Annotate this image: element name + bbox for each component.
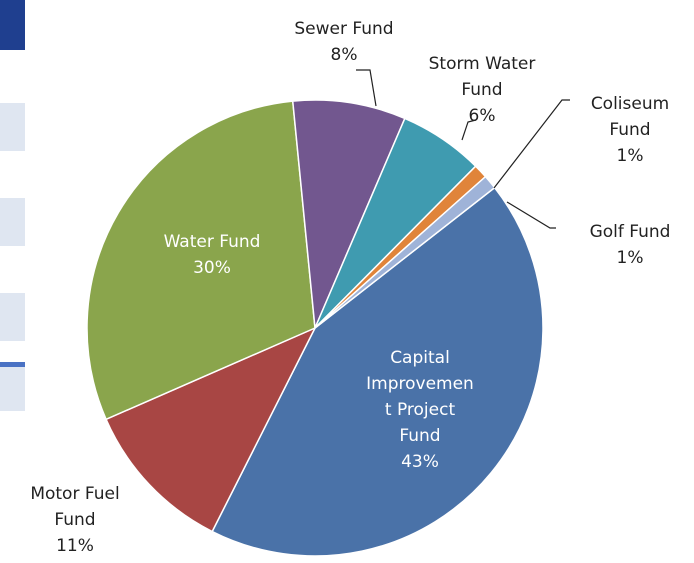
data-label: Coliseum Fund 1% <box>580 91 680 169</box>
data-label: Water Fund 30% <box>152 229 272 281</box>
label-value: 43% <box>401 452 439 472</box>
data-label: Storm Water Fund 6% <box>422 51 542 129</box>
label-name: Golf Fund <box>589 222 671 242</box>
label-value: 6% <box>468 106 496 126</box>
side-panel <box>0 367 25 411</box>
data-label: Golf Fund 1% <box>580 219 680 271</box>
data-label: Capital Improvement Project Fund 43% <box>365 345 475 475</box>
pie-slice <box>291 99 406 329</box>
leader-line <box>493 99 570 189</box>
leader-line <box>356 69 377 107</box>
label-name: Water Fund <box>163 232 261 252</box>
side-panel <box>0 198 25 246</box>
label-value: 1% <box>616 248 644 268</box>
data-label: Sewer Fund 8% <box>274 16 414 68</box>
leader-line <box>506 201 556 229</box>
pie-slice <box>211 186 544 557</box>
label-name: Coliseum Fund <box>590 94 670 140</box>
label-name: Capital Improvement Project Fund <box>366 348 474 446</box>
leader-line <box>461 119 477 141</box>
label-value: 30% <box>193 258 231 278</box>
data-label: Motor Fuel Fund 11% <box>10 481 140 559</box>
label-value: 11% <box>56 536 94 556</box>
label-name: Motor Fuel Fund <box>30 484 120 530</box>
side-panel <box>0 362 25 367</box>
label-name: Sewer Fund <box>294 19 394 39</box>
pie-slice <box>86 100 316 421</box>
side-panel <box>0 0 25 50</box>
label-value: 1% <box>616 146 644 166</box>
side-panel <box>0 293 25 341</box>
label-name: Storm Water Fund <box>428 54 536 100</box>
side-panel <box>0 103 25 151</box>
label-value: 8% <box>330 45 358 65</box>
pie-slice <box>105 326 317 533</box>
